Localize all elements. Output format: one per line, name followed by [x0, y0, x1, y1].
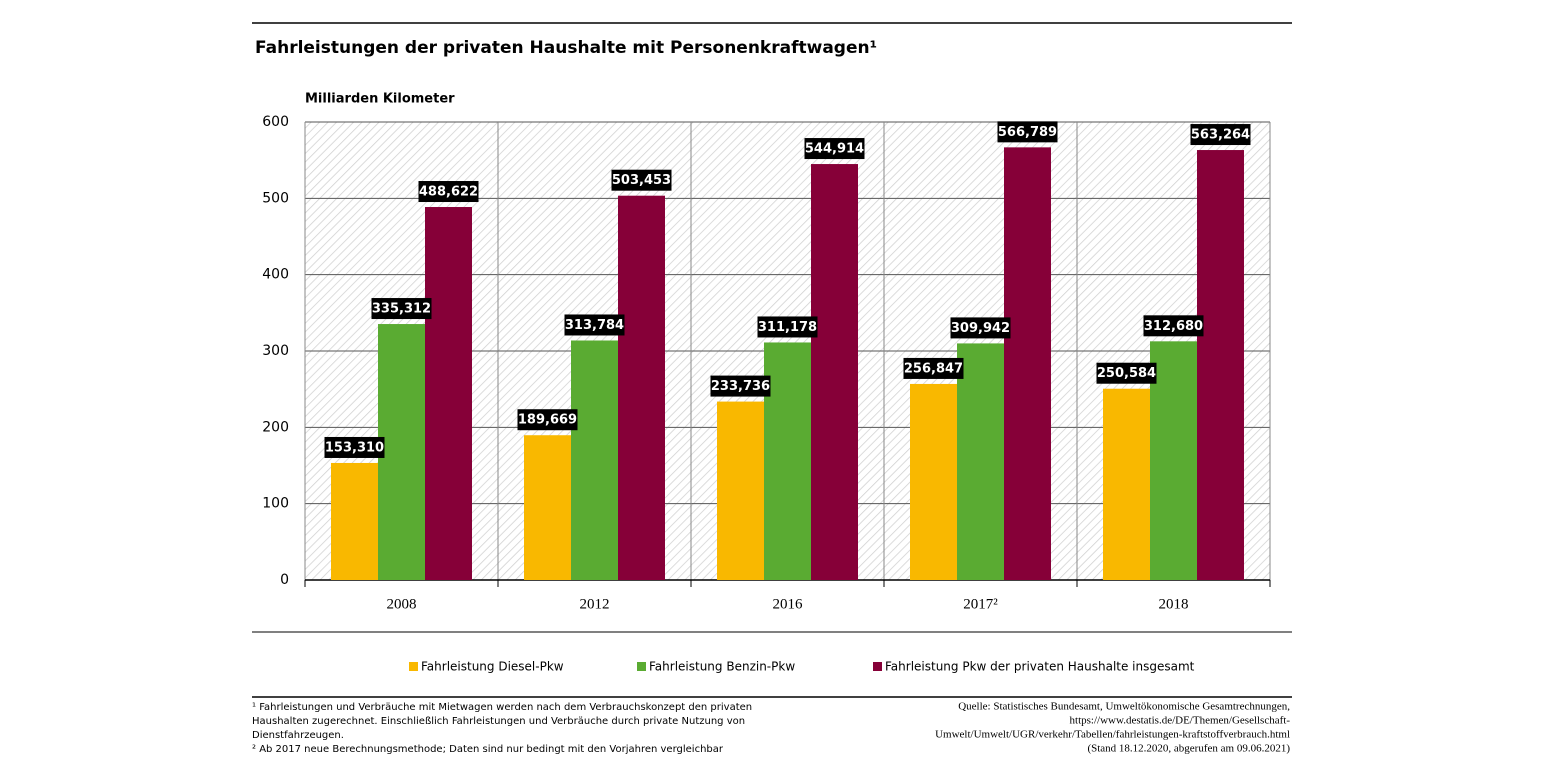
bar: [425, 207, 472, 580]
source-line: Quelle: Statistisches Bundesamt, Umweltö…: [958, 701, 1290, 713]
bar: [618, 195, 665, 580]
value-label: 256,847: [904, 361, 963, 376]
chart-title: Fahrleistungen der privaten Haushalte mi…: [255, 38, 877, 58]
bar: [571, 340, 618, 580]
bar: [1004, 147, 1051, 580]
bar: [811, 164, 858, 580]
value-label-box: [324, 436, 385, 458]
value-label: 544,914: [805, 142, 864, 157]
value-label: 335,312: [372, 302, 431, 317]
y-tick-label: 200: [262, 419, 289, 435]
x-tick-label: 2016: [773, 596, 804, 612]
y-tick-label: 100: [262, 496, 289, 512]
value-label-box: [1143, 315, 1204, 337]
value-label: 189,669: [518, 413, 577, 428]
value-label-box: [1096, 362, 1157, 384]
value-label: 233,736: [711, 379, 770, 394]
bar: [1103, 388, 1150, 580]
bar: [524, 435, 571, 580]
y-tick-label: 600: [262, 114, 289, 130]
legend-swatch: [637, 662, 646, 671]
value-label-box: [517, 409, 578, 431]
source-line: Umwelt/Umwelt/UGR/verkehr/Tabellen/fahrl…: [935, 729, 1290, 741]
x-tick-label: 2012: [580, 596, 610, 612]
source-line: (Stand 18.12.2020, abgerufen am 09.06.20…: [1087, 743, 1290, 755]
legend-swatch: [873, 662, 882, 671]
bar: [764, 342, 811, 580]
legend-label: Fahrleistung Diesel-Pkw: [421, 660, 564, 674]
legend-label: Fahrleistung Pkw der privaten Haushalte …: [885, 660, 1195, 674]
x-tick-label: 2018: [1159, 596, 1189, 612]
footnote: ¹ Fahrleistungen und Verbräuche mit Miet…: [252, 702, 752, 713]
y-tick-label: 500: [262, 190, 289, 206]
legend-swatch: [409, 662, 418, 671]
bar: [331, 462, 378, 580]
bar: [378, 324, 425, 580]
value-label: 503,453: [612, 173, 671, 188]
footnote: Dienstfahrzeugen.: [252, 730, 344, 741]
value-label-box: [903, 357, 964, 379]
value-label-box: [997, 121, 1058, 143]
bar: [1197, 150, 1244, 580]
bar: [910, 383, 957, 580]
bar: [957, 343, 1004, 580]
value-label-box: [611, 169, 672, 191]
value-label: 563,264: [1191, 128, 1250, 143]
x-tick-label: 2017²: [963, 596, 998, 612]
value-label: 488,622: [419, 185, 478, 200]
footnote: Haushalten zugerechnet. Einschließlich F…: [252, 716, 745, 727]
value-label: 309,942: [951, 321, 1010, 336]
value-label: 311,178: [758, 320, 817, 335]
legend-label: Fahrleistung Benzin-Pkw: [649, 660, 795, 674]
value-label-box: [804, 138, 865, 160]
value-label: 312,680: [1144, 319, 1203, 334]
value-label-box: [950, 317, 1011, 339]
x-tick-label: 2008: [387, 596, 417, 612]
y-tick-label: 0: [280, 572, 289, 588]
y-tick-label: 400: [262, 267, 289, 283]
bar: [1150, 341, 1197, 580]
value-label-box: [710, 375, 771, 397]
y-axis-label: Milliarden Kilometer: [305, 92, 455, 107]
value-label-box: [1190, 124, 1251, 146]
source-line: https://www.destatis.de/DE/Themen/Gesell…: [1070, 715, 1291, 727]
footnote: ² Ab 2017 neue Berechnungsmethode; Daten…: [252, 744, 724, 755]
value-label-box: [564, 314, 625, 336]
value-label-box: [418, 181, 479, 203]
value-label-box: [757, 316, 818, 338]
value-label-box: [371, 298, 432, 320]
value-label: 250,584: [1097, 366, 1156, 381]
y-tick-label: 300: [262, 343, 289, 359]
value-label: 153,310: [325, 440, 384, 455]
bar: [717, 401, 764, 580]
value-label: 313,784: [565, 318, 624, 333]
value-label: 566,789: [998, 125, 1057, 140]
